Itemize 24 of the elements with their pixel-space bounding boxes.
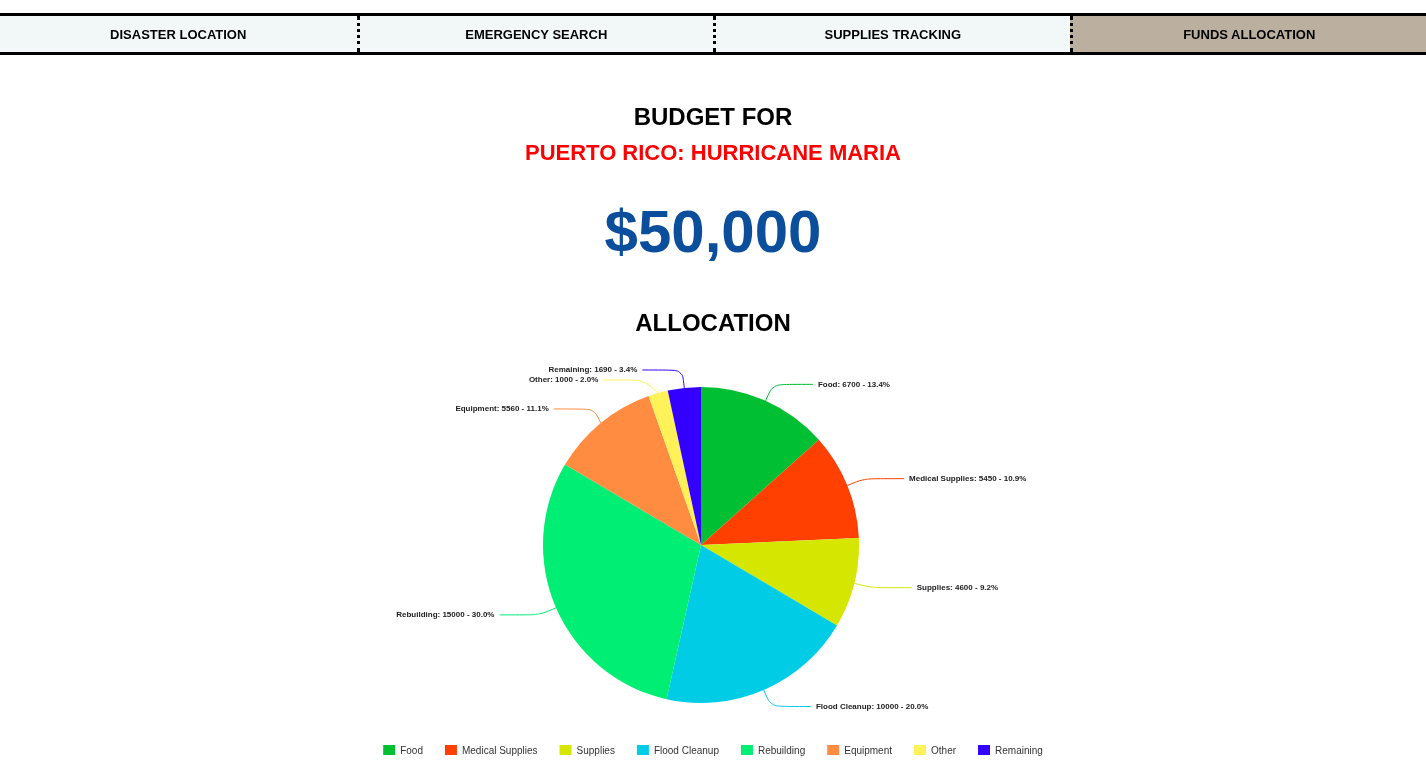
legend-label: Medical Supplies [461, 744, 538, 756]
data-label: Remaining: 1690 - 3.4% [548, 365, 638, 375]
data-label: Equipment: 5560 - 11.1% [455, 404, 549, 414]
tab: EMERGENCY SEARCH [356, 16, 713, 52]
data-label: Rebuilding: 15000 - 30.0% [396, 610, 495, 620]
data-label: Flood Cleanup: 10000 - 20.0% [815, 702, 929, 712]
tab: FUNDS ALLOCATION [1069, 16, 1426, 52]
text: $50,000 [604, 198, 822, 265]
tab: SUPPLIES TRACKING [713, 16, 1070, 52]
text: ALLOCATION [635, 309, 791, 336]
legend-label: Remaining [995, 744, 1043, 756]
chart-subtitle: PUERTO RICO: HURRICANE MARIA [524, 140, 902, 165]
data-label: Supplies: 4600 - 9.2% [916, 583, 999, 593]
legend-label: Rebuilding [757, 744, 806, 756]
legend-label: Equipment [844, 744, 893, 756]
chart-title: BUDGET FOR [633, 103, 793, 130]
tab: DISASTER LOCATION [0, 16, 357, 52]
legend-label: Flood Cleanup [653, 744, 720, 756]
data-label: Other: 1000 - 2.0% [528, 375, 599, 385]
legend-label: Food [400, 744, 423, 756]
legend-label: Supplies [576, 744, 615, 756]
data-label: Food: 6700 - 13.4% [817, 379, 890, 389]
legend-label: Other [931, 744, 957, 756]
data-label: Medical Supplies: 5450 - 10.9% [909, 474, 1027, 484]
